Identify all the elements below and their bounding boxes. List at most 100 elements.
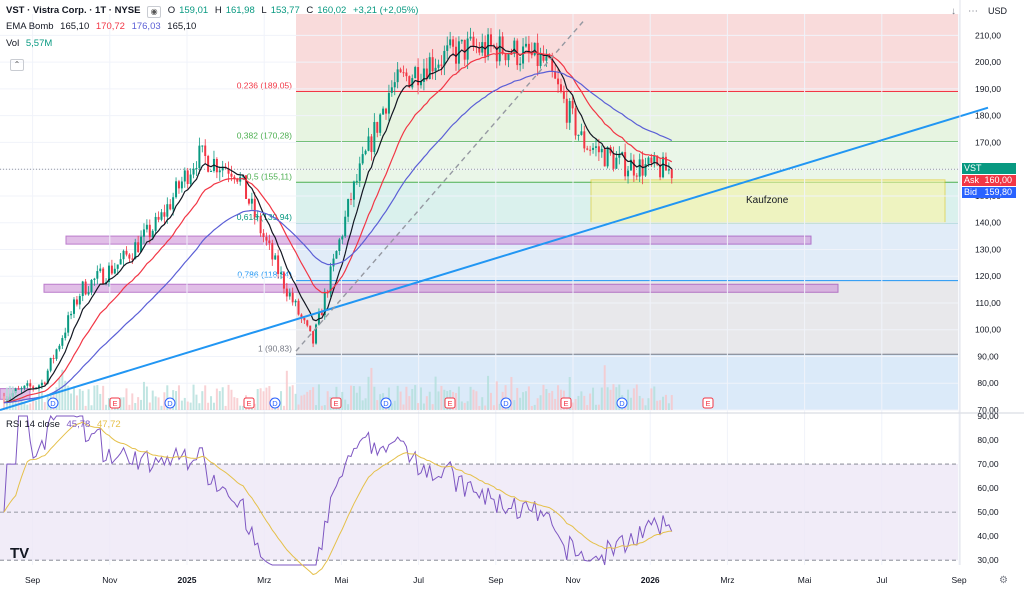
volume-bar bbox=[629, 397, 632, 410]
candle-body bbox=[344, 216, 347, 237]
volume-bar bbox=[40, 391, 43, 410]
volume-bar bbox=[58, 378, 61, 410]
volume-bar bbox=[344, 399, 347, 410]
candle-body bbox=[180, 181, 183, 189]
volume-bar bbox=[148, 402, 151, 410]
x-tick-label: Sep bbox=[951, 575, 966, 585]
volume-bar bbox=[218, 391, 221, 410]
candle-body bbox=[627, 170, 630, 177]
scroll-down-icon[interactable]: ↓ bbox=[951, 6, 956, 17]
volume-bar bbox=[495, 381, 498, 410]
event-marker-9: E bbox=[560, 397, 572, 409]
rsi-y-tick-label: 90,00 bbox=[977, 411, 999, 421]
rsi-line bbox=[3, 414, 673, 566]
candle-body bbox=[638, 159, 641, 177]
candle-body bbox=[29, 383, 32, 387]
event-marker-shape bbox=[444, 397, 456, 409]
volume-bar bbox=[195, 394, 198, 410]
candle-body bbox=[122, 250, 125, 260]
candle-body bbox=[134, 242, 137, 260]
volume-bar bbox=[618, 384, 621, 410]
candle-body bbox=[315, 324, 318, 344]
candle-body bbox=[20, 388, 23, 390]
event-marker-6: D bbox=[380, 397, 392, 409]
ema-value-3: 176,03 bbox=[131, 21, 161, 32]
rsi-value-2: 47,72 bbox=[96, 419, 121, 430]
candle-body bbox=[428, 57, 431, 80]
volume-bar bbox=[239, 405, 242, 410]
volume-bar bbox=[84, 405, 87, 410]
x-tick-label: Mrz bbox=[720, 575, 734, 585]
candle-body bbox=[667, 169, 670, 171]
candle-body bbox=[277, 255, 280, 275]
volume-bar bbox=[411, 388, 414, 410]
candle-body bbox=[52, 357, 55, 359]
currency-label[interactable]: USD bbox=[988, 6, 1008, 16]
more-icon[interactable]: ⋯ bbox=[968, 6, 978, 17]
volume-bar bbox=[536, 398, 539, 410]
candle-body bbox=[186, 170, 189, 185]
candle-body bbox=[504, 53, 507, 61]
rsi-y-tick-label: 30,00 bbox=[977, 555, 999, 565]
event-marker-label: D bbox=[619, 399, 625, 408]
candle-body bbox=[309, 325, 312, 332]
volume-bar bbox=[26, 404, 29, 410]
candle-body bbox=[335, 250, 338, 259]
candle-body bbox=[64, 332, 67, 339]
candle-body bbox=[259, 216, 262, 234]
candle-body bbox=[157, 216, 160, 220]
collapse-legend-icon[interactable]: ⌃ bbox=[10, 59, 24, 71]
volume-bar bbox=[431, 404, 434, 410]
candle-body bbox=[402, 72, 405, 74]
volume-bar bbox=[516, 387, 519, 410]
volume-bar bbox=[93, 385, 96, 410]
volume-bar bbox=[224, 405, 227, 410]
volume-bar bbox=[492, 405, 495, 410]
volume-bar bbox=[233, 397, 236, 410]
volume-bar bbox=[221, 387, 224, 410]
candle-body bbox=[332, 258, 335, 267]
volume-bar bbox=[268, 386, 271, 410]
candle-body bbox=[443, 50, 446, 66]
event-marker-1: E bbox=[109, 397, 121, 409]
volume-bar bbox=[644, 405, 647, 410]
candle-body bbox=[379, 114, 382, 133]
volume-bar bbox=[484, 405, 487, 410]
candle-body bbox=[43, 382, 46, 384]
candle-body bbox=[96, 271, 99, 279]
volume-bar bbox=[163, 392, 166, 410]
volume-bar bbox=[81, 390, 84, 410]
candle-body bbox=[629, 159, 632, 171]
volume-bar bbox=[656, 400, 659, 410]
candle-body bbox=[656, 155, 659, 165]
candle-body bbox=[166, 204, 169, 217]
y-tick-label: 180,00 bbox=[975, 111, 1001, 121]
volume-bar bbox=[571, 402, 574, 410]
tradingview-logo[interactable]: TV bbox=[10, 545, 30, 562]
volume-bar bbox=[659, 400, 662, 410]
candle-body bbox=[396, 69, 399, 83]
volume-bar bbox=[510, 376, 513, 410]
candle-body bbox=[635, 175, 638, 177]
volume-bar bbox=[612, 384, 615, 410]
volume-bar bbox=[530, 405, 533, 410]
symbol-title: VST · Vistra Corp. · 1T · NYSE bbox=[6, 5, 141, 16]
candle-body bbox=[49, 357, 52, 371]
candle-body bbox=[533, 42, 536, 56]
candle-body bbox=[545, 56, 548, 61]
volume-bar bbox=[253, 403, 256, 410]
candle-body bbox=[245, 175, 248, 199]
settings-gear-icon[interactable]: ⚙ bbox=[999, 575, 1008, 586]
event-marker-shape bbox=[616, 397, 628, 409]
volume-bar bbox=[119, 397, 122, 410]
volume-bar bbox=[370, 367, 373, 410]
volume-bar bbox=[64, 380, 67, 410]
volume-bar bbox=[454, 393, 457, 410]
eye-icon[interactable]: ◉ bbox=[147, 6, 162, 18]
volume-bar bbox=[422, 403, 425, 410]
volume-bar bbox=[589, 393, 592, 410]
candle-body bbox=[192, 168, 195, 175]
candle-body bbox=[606, 147, 609, 167]
x-tick-label: Jul bbox=[413, 575, 424, 585]
